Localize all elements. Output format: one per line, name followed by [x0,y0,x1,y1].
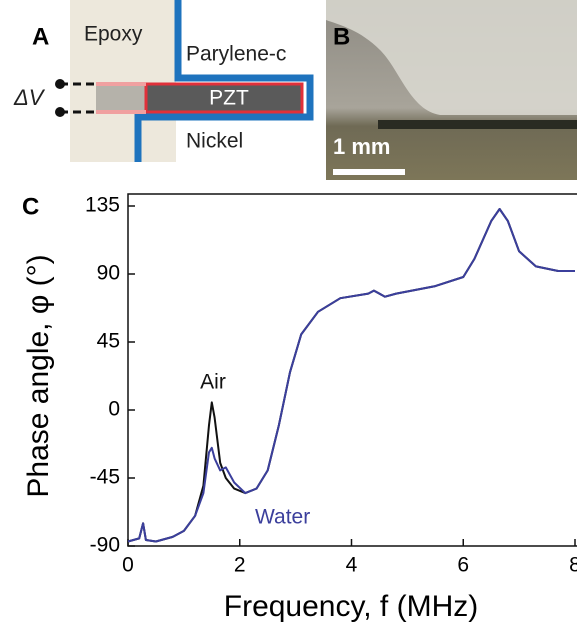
x-tick-label: 4 [346,554,358,577]
y-tick-label: 45 [97,330,120,353]
legend-label: Air [200,371,226,394]
series-line [127,208,575,543]
plot-frame [127,193,577,547]
y-axis-label: Phase angle, φ (°) [22,254,55,497]
x-tick-label: 0 [122,554,134,577]
scale-bar [333,169,405,175]
panel-label: B [333,23,350,50]
tissue-shape [326,0,577,115]
x-tick-label: 6 [457,554,469,577]
epoxy-block [70,0,176,162]
x-tick-label: 2 [234,554,246,577]
panel-b: B 1 mm [326,0,577,180]
nickel-label: Nickel [186,130,243,153]
parylene-label: Parylene-c [186,43,286,66]
transducer-edge [378,120,577,129]
scale-bar-label: 1 mm [333,134,390,159]
y-tick-label: 0 [108,398,120,421]
x-tick-label: 8 [569,554,577,577]
pzt-label: PZT [209,87,249,110]
y-tick-label: 90 [97,262,120,285]
y-tick-label: -45 [90,466,120,489]
panel-label: C [22,193,39,220]
parylene-layer [134,0,314,162]
series-line [127,208,575,543]
x-axis-label: Frequency, f (MHz) [224,590,479,623]
voltage-label: ΔV [13,85,46,110]
pzt-element [144,82,304,114]
epoxy-label: Epoxy [84,23,143,46]
panel-a: A Epoxy Parylene-c PZT Nickel ΔV [13,0,314,162]
legend-label: Water [255,506,310,529]
terminal [55,79,65,89]
terminal [55,107,65,117]
panel-label: A [32,23,49,50]
panel-c: C Frequency, f (MHz) Phase angle, φ (°) … [22,193,577,623]
electrode [96,84,146,112]
y-tick-label: -90 [90,534,120,557]
y-tick-label: 135 [85,194,120,217]
